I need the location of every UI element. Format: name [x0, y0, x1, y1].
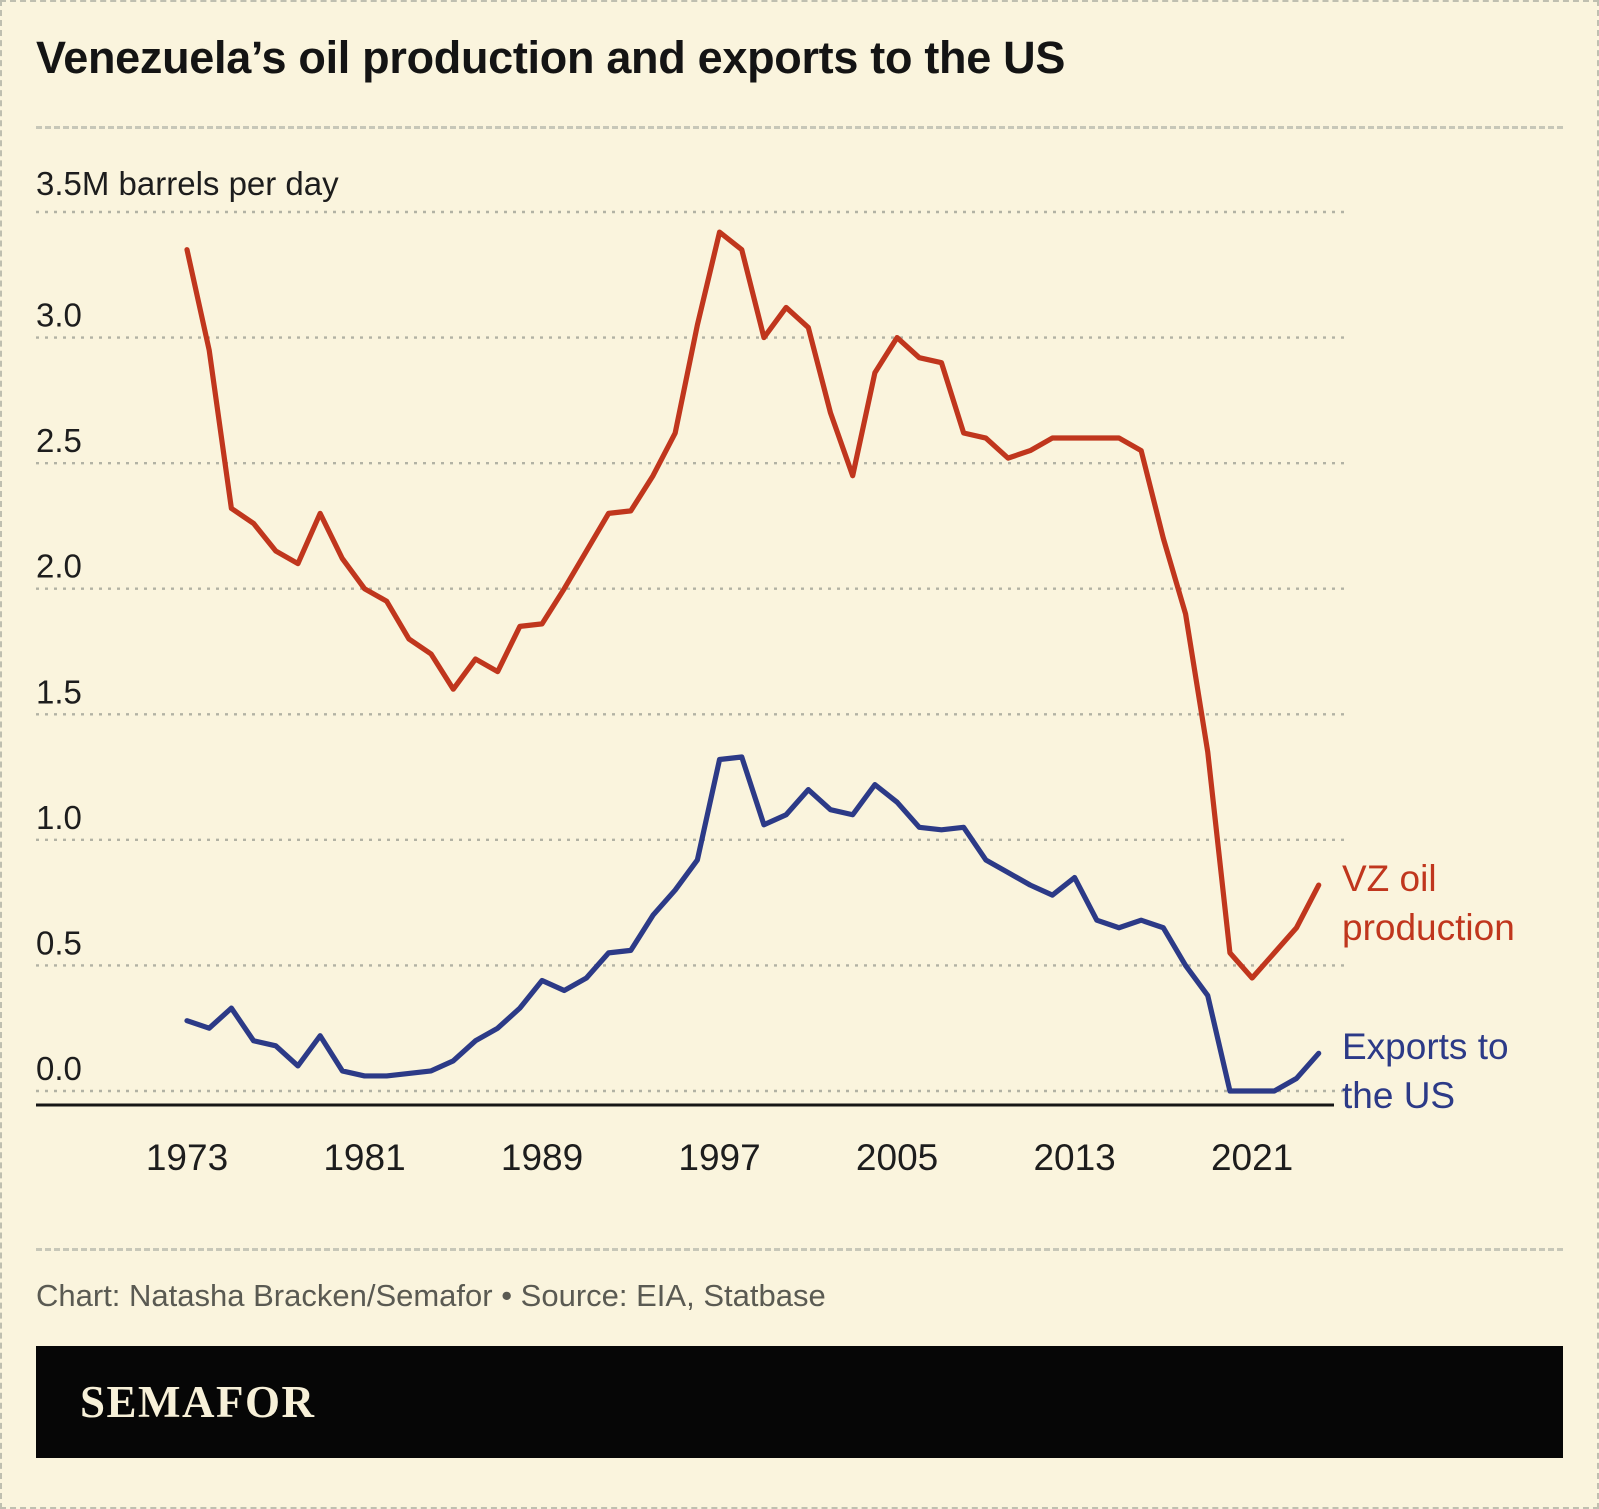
exports-series-label-line2: the US [1342, 1075, 1456, 1116]
y-tick-label: 2.0 [36, 548, 82, 585]
x-tick-label: 1981 [323, 1137, 405, 1178]
x-tick-label: 1989 [501, 1137, 583, 1178]
x-tick-label: 2013 [1033, 1137, 1115, 1178]
semafor-logo-bar: SEMAFOR [36, 1346, 1563, 1458]
x-tick-label: 1997 [678, 1137, 760, 1178]
exports-series-label-line1: Exports to [1342, 1026, 1509, 1067]
production-series-label: VZ oil production [1342, 854, 1582, 952]
exports-line [184, 754, 1322, 1094]
x-tick-label: 2021 [1211, 1137, 1293, 1178]
y-tick-label: 3.0 [36, 297, 82, 334]
y-tick-label: 1.0 [36, 799, 82, 836]
chart-title: Venezuela’s oil production and exports t… [36, 32, 1066, 83]
x-tick-label: 2005 [856, 1137, 938, 1178]
y-tick-label: 1.5 [36, 673, 82, 710]
y-tick-label: 0.5 [36, 924, 82, 961]
y-tick-label: 0.0 [36, 1050, 82, 1087]
semafor-logo-text: SEMAFOR [80, 1377, 316, 1427]
production-series-label-line1: VZ oil [1342, 858, 1437, 899]
production-line [184, 229, 1322, 981]
y-tick-label: 2.5 [36, 422, 82, 459]
x-tick-label: 1973 [146, 1137, 228, 1178]
exports-series-label: Exports to the US [1342, 1022, 1582, 1120]
y-axis-unit-label: 3.5M barrels per day [36, 165, 339, 202]
bottom-separator [36, 1248, 1563, 1251]
chart-credit-caption: Chart: Natasha Bracken/Semafor • Source:… [36, 1278, 826, 1313]
top-separator [36, 126, 1563, 129]
production-series-label-line2: production [1342, 907, 1515, 948]
